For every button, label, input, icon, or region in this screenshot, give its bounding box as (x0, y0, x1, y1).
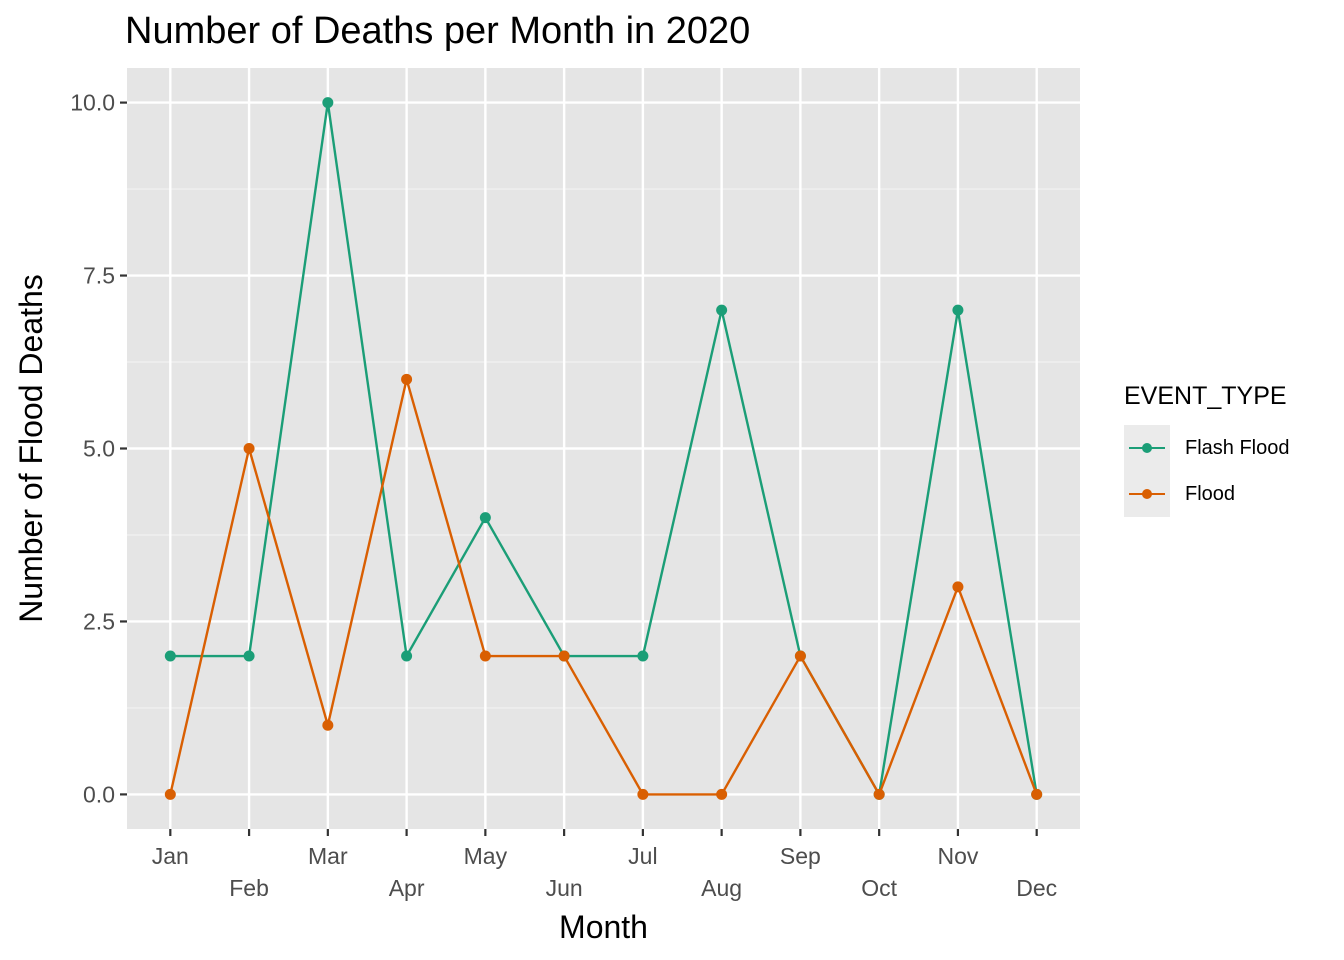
x-tick-label: Feb (229, 875, 269, 901)
legend-item-flash-flood: Flash Flood (1124, 425, 1290, 471)
x-tick-label: Jul (628, 843, 657, 869)
data-point-flood (794, 650, 806, 662)
data-point-flash-flood (479, 512, 491, 524)
legend-title: EVENT_TYPE (1124, 382, 1287, 410)
x-axis-title: Month (559, 909, 648, 945)
chart-title: Number of Deaths per Month in 2020 (125, 10, 751, 52)
data-point-flood (1031, 788, 1043, 800)
data-point-flood (637, 788, 649, 800)
y-axis-title: Number of Flood Deaths (13, 274, 49, 623)
data-point-flood (479, 650, 491, 662)
legend-label-flood: Flood (1185, 482, 1236, 505)
data-point-flash-flood (164, 650, 176, 662)
x-tick-label: Jan (152, 843, 189, 869)
y-tick-label: 7.5 (83, 263, 115, 289)
legend-label-flash-flood: Flash Flood (1185, 436, 1290, 459)
data-point-flash-flood (401, 650, 413, 662)
legend-key-flood (1124, 471, 1170, 517)
data-point-flood (716, 788, 728, 800)
data-point-flash-flood (322, 97, 334, 109)
x-tick-label: Mar (308, 843, 348, 869)
data-point-flood (243, 443, 255, 454)
data-point-flash-flood (952, 304, 964, 316)
x-tick-label: Sep (780, 843, 821, 869)
data-point-flash-flood (243, 650, 255, 662)
data-point-flood (558, 650, 570, 662)
legend-key-flash-flood (1124, 425, 1170, 471)
legend: EVENT_TYPE Flash Flood Flood (1124, 382, 1290, 517)
x-tick-label: May (464, 843, 508, 869)
x-tick-label: Nov (937, 843, 978, 869)
y-tick-label: 10.0 (70, 90, 115, 116)
series-line-flash-flood (170, 101, 1038, 796)
data-point-flood (873, 788, 885, 800)
y-tick-label: 2.5 (83, 608, 115, 634)
data-point-flood (401, 373, 413, 385)
x-tick-label: Aug (701, 875, 742, 901)
data-point-flood (952, 581, 964, 593)
x-tick-label: Oct (861, 875, 897, 901)
data-point-flood (164, 788, 176, 800)
x-tick-label: Jun (546, 875, 583, 901)
y-tick-label: 0.0 (83, 781, 115, 807)
series-line-flood (169, 378, 1038, 796)
data-point-flash-flood (716, 304, 728, 316)
legend-item-flood: Flood (1124, 471, 1290, 517)
x-tick-label: Dec (1016, 875, 1057, 901)
y-tick-label: 5.0 (83, 436, 115, 462)
legend-dot-icon (1142, 443, 1152, 453)
legend-dot-icon (1142, 489, 1152, 499)
data-point-flood (322, 719, 334, 731)
data-point-flash-flood (637, 650, 649, 662)
x-tick-label: Apr (389, 875, 425, 901)
